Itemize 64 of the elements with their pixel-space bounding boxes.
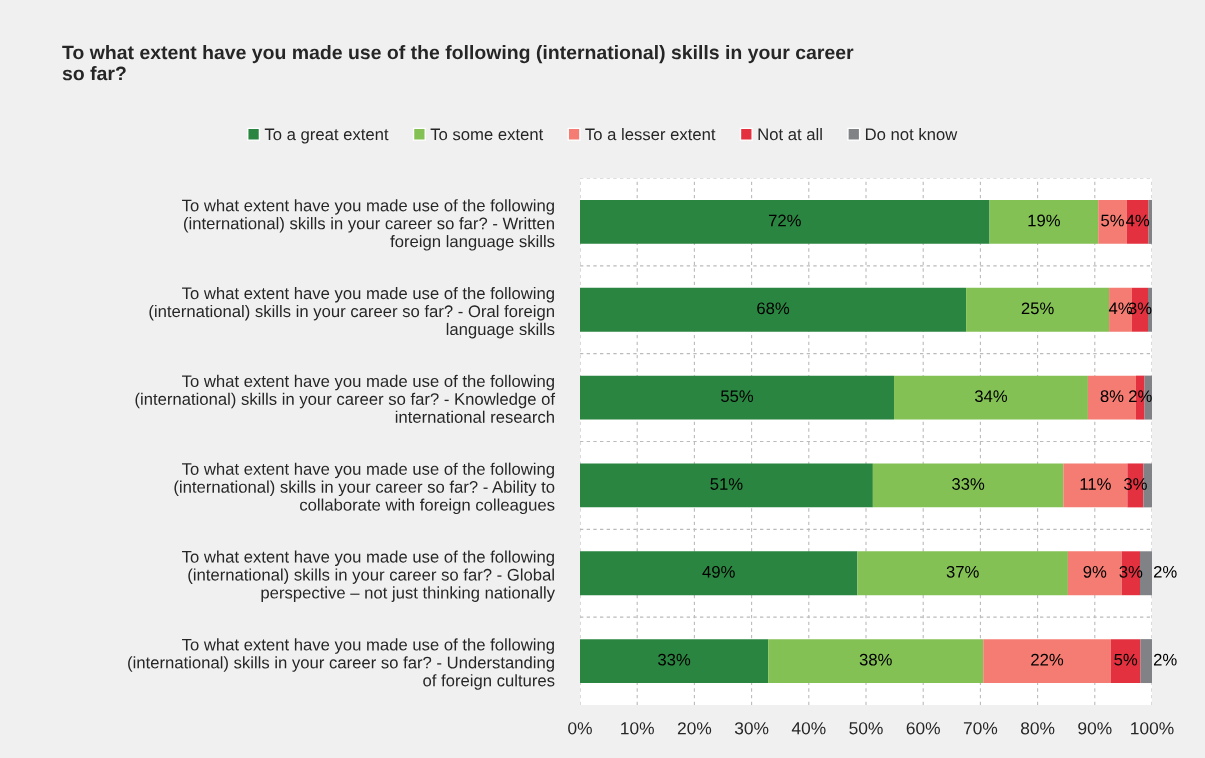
y-tick-label: To what extent have you made use of the following (international) skills in your career so far? - Global perspective – not just thinking nationally (182, 550, 555, 602)
bar (768, 639, 984, 684)
bar (580, 287, 967, 332)
y-tick-label: To what extent have you made use of the following (international) skills in your career so far? - Knowledge of international research (135, 374, 556, 423)
data-label: 38% (859, 653, 892, 666)
data-label: 5% (1101, 214, 1124, 227)
bar (857, 551, 1068, 596)
bar (1098, 199, 1127, 244)
data-label: 72% (768, 214, 801, 227)
x-tick-label: 50% (849, 722, 883, 735)
data-label: 5% (1114, 653, 1138, 666)
legend-label: To some extent (430, 128, 544, 141)
data-label: 37% (946, 565, 979, 578)
data-label: 9% (1083, 565, 1107, 578)
x-tick-label: 60% (906, 722, 940, 735)
bar (966, 287, 1110, 332)
data-label: 22% (1031, 653, 1064, 666)
data-label: 3% (1119, 565, 1143, 578)
data-label: 11% (1080, 478, 1111, 490)
data-label: 33% (658, 653, 691, 666)
bar (580, 199, 990, 244)
x-tick-label: 40% (791, 722, 826, 735)
bar (580, 639, 769, 684)
x-tick-label: 10% (621, 722, 654, 735)
data-label: 2% (1129, 390, 1152, 402)
data-label: 3% (1124, 478, 1147, 490)
legend-label: To a great extent (264, 128, 389, 144)
bar (983, 639, 1111, 684)
data-label: 2% (1153, 565, 1177, 578)
data-label: 2% (1153, 653, 1177, 666)
y-tick-label: To what extent have you made use of the following (international) skills in your career so far? - Written foreign language skills (182, 199, 555, 251)
x-tick-label: 70% (963, 722, 998, 735)
y-tick-label: To what extent have you made use of the following (international) skills in your career so far? - Oral foreign language skills (149, 286, 555, 339)
x-tick-label: 80% (1020, 722, 1055, 735)
data-label: 25% (1021, 302, 1054, 315)
x-tick-label: 0% (568, 722, 592, 735)
data-label: 68% (757, 302, 790, 315)
bar (580, 463, 873, 508)
bar (1126, 199, 1149, 244)
data-label: 55% (721, 390, 754, 403)
data-label: 8% (1100, 390, 1124, 403)
bar (894, 375, 1088, 420)
x-tick-label: 20% (677, 722, 712, 735)
x-tick-label: 30% (734, 722, 769, 735)
y-tick-label: To what extent have you made use of the following (international) skills in your career so far? - Understanding of foreign cultures (128, 638, 555, 690)
bar (580, 551, 858, 596)
data-label: 19% (1028, 214, 1060, 227)
bar (872, 463, 1064, 508)
bar (1140, 639, 1152, 684)
legend-label: To a lesser extent (585, 128, 716, 141)
data-label: 49% (702, 565, 735, 578)
bar (989, 199, 1099, 244)
bar (1110, 639, 1141, 684)
x-tick-label: 90% (1078, 722, 1112, 735)
bar (580, 375, 895, 420)
chart-title: To what extent have you made use of the following (international) skills in your career so far? (62, 45, 854, 81)
data-label: 34% (974, 390, 1008, 403)
legend-label: Do not know (865, 128, 958, 141)
data-label: 33% (952, 478, 985, 490)
data-label: 51% (710, 478, 743, 490)
legend-label: Not at all (758, 128, 822, 141)
data-label: 4% (1126, 214, 1150, 227)
y-tick-label: To what extent have you made use of the following (international) skills in your career so far? - Ability to collaborate with foreign colleagues (174, 462, 555, 515)
x-tick-label: 100% (1131, 722, 1174, 735)
